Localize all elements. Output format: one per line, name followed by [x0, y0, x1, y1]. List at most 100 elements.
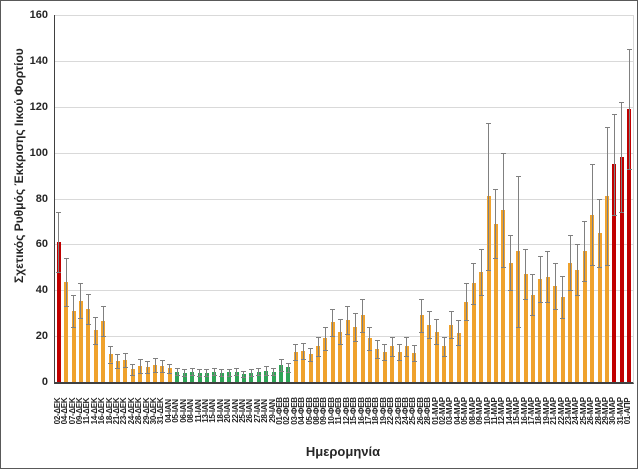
error-bar-cap: [426, 310, 432, 312]
error-bar-cap: [471, 304, 477, 305]
error-bar: [87, 293, 89, 324]
bar: [286, 367, 291, 382]
y-tick-label: 40: [35, 284, 48, 297]
error-bar-cap: [397, 344, 403, 346]
error-bar-cap: [419, 331, 425, 333]
bar: [86, 308, 91, 382]
error-bar-cap: [293, 360, 299, 362]
error-bar-cap: [493, 258, 499, 260]
bar: [427, 324, 432, 382]
bar: [360, 315, 365, 382]
error-bar-cap: [93, 316, 99, 318]
y-tick-label: 100: [29, 146, 48, 159]
error-bar-cap: [241, 371, 247, 373]
error-bar-cap: [256, 375, 262, 377]
error-bar-cap: [137, 372, 143, 374]
error-bar-cap: [574, 244, 580, 246]
bar: [271, 371, 276, 382]
error-bar-cap: [300, 359, 306, 361]
error-bar: [124, 353, 126, 368]
error-bar-cap: [285, 371, 291, 373]
error-bar-cap: [130, 375, 136, 377]
error-bar-cap: [515, 175, 521, 177]
bar: [553, 285, 558, 382]
error-bar-cap: [93, 344, 99, 346]
error-bar-cap: [219, 369, 225, 371]
error-bar: [413, 345, 415, 362]
y-tick-label: 80: [35, 192, 48, 205]
error-bar-cap: [108, 346, 114, 348]
y-tick-label: 160: [29, 9, 48, 21]
error-bar-cap: [152, 371, 158, 373]
error-bar-cap: [330, 308, 336, 310]
error-bar-cap: [293, 344, 299, 346]
error-bar-cap: [463, 320, 469, 322]
error-bar-cap: [552, 262, 558, 264]
error-bar: [488, 122, 489, 270]
bar: [308, 354, 313, 382]
error-bar-cap: [115, 368, 121, 370]
error-bar: [110, 346, 112, 363]
error-bar-cap: [152, 357, 158, 359]
error-bar-cap: [337, 344, 343, 346]
y-tick-label: 120: [29, 100, 48, 113]
y-tick-label: 20: [35, 330, 48, 343]
error-bar-cap: [530, 274, 536, 276]
error-bar-cap: [85, 323, 91, 325]
error-bar: [287, 362, 289, 372]
error-bar: [65, 258, 67, 307]
error-bar-cap: [263, 375, 269, 377]
bar: [153, 364, 158, 382]
error-bar: [480, 248, 482, 295]
error-bar: [339, 318, 341, 345]
error-bar: [228, 368, 230, 376]
error-bar-cap: [471, 262, 477, 264]
error-bar-cap: [130, 363, 136, 365]
error-bar-cap: [174, 368, 180, 370]
error-bar-cap: [71, 326, 77, 328]
error-bar: [525, 248, 527, 300]
error-bar-cap: [63, 306, 69, 308]
error-bar: [280, 359, 282, 371]
error-bar: [443, 337, 445, 356]
error-bar: [258, 368, 260, 376]
error-bar-cap: [626, 168, 632, 170]
error-bar-cap: [515, 326, 521, 328]
bar: [627, 109, 632, 382]
bar: [619, 157, 624, 382]
error-bar-cap: [211, 375, 217, 377]
error-bar: [332, 308, 334, 337]
bar: [108, 354, 113, 382]
error-bar: [154, 357, 156, 372]
bar: [597, 232, 602, 382]
error-bar-cap: [456, 320, 462, 322]
error-bar-cap: [367, 326, 373, 328]
error-bar: [191, 368, 193, 376]
error-bar-cap: [552, 308, 558, 310]
error-bar-cap: [115, 354, 121, 356]
error-bar: [628, 49, 630, 169]
error-bar-cap: [100, 336, 106, 338]
error-bar-cap: [611, 214, 617, 216]
bar: [560, 297, 565, 382]
error-bar-cap: [374, 357, 380, 359]
bar: [197, 372, 202, 382]
error-bar-cap: [441, 337, 447, 339]
bar: [123, 360, 128, 382]
error-bar-cap: [411, 345, 417, 347]
bar: [434, 331, 439, 382]
error-bar: [95, 316, 97, 345]
bar: [375, 348, 380, 382]
error-bar: [324, 326, 326, 350]
bar: [167, 368, 172, 382]
plot-area: [54, 15, 634, 384]
error-bar-cap: [56, 212, 62, 214]
error-bar: [354, 313, 356, 341]
error-bar-cap: [456, 345, 462, 347]
bar: [219, 372, 224, 382]
bar: [456, 332, 461, 382]
error-bar: [139, 359, 141, 373]
error-bar-cap: [219, 376, 225, 378]
bar: [256, 371, 261, 382]
bar: [590, 214, 595, 382]
